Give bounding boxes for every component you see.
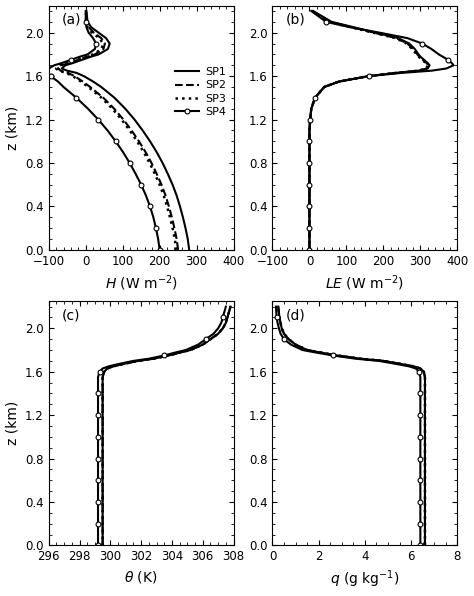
X-axis label: $\theta$ (K): $\theta$ (K) xyxy=(124,569,158,585)
Text: (c): (c) xyxy=(62,309,80,322)
X-axis label: $H$ (W m$^{-2}$): $H$ (W m$^{-2}$) xyxy=(105,273,178,293)
Text: (a): (a) xyxy=(62,13,81,27)
Y-axis label: z (km): z (km) xyxy=(6,401,19,445)
X-axis label: $q$ (g kg$^{-1}$): $q$ (g kg$^{-1}$) xyxy=(330,569,400,591)
Legend: SP1, SP2, SP3, SP4: SP1, SP2, SP3, SP4 xyxy=(173,65,228,119)
X-axis label: $LE$ (W m$^{-2}$): $LE$ (W m$^{-2}$) xyxy=(325,273,404,293)
Y-axis label: z (km): z (km) xyxy=(6,105,19,150)
Text: (d): (d) xyxy=(285,309,305,322)
Text: (b): (b) xyxy=(285,13,305,27)
